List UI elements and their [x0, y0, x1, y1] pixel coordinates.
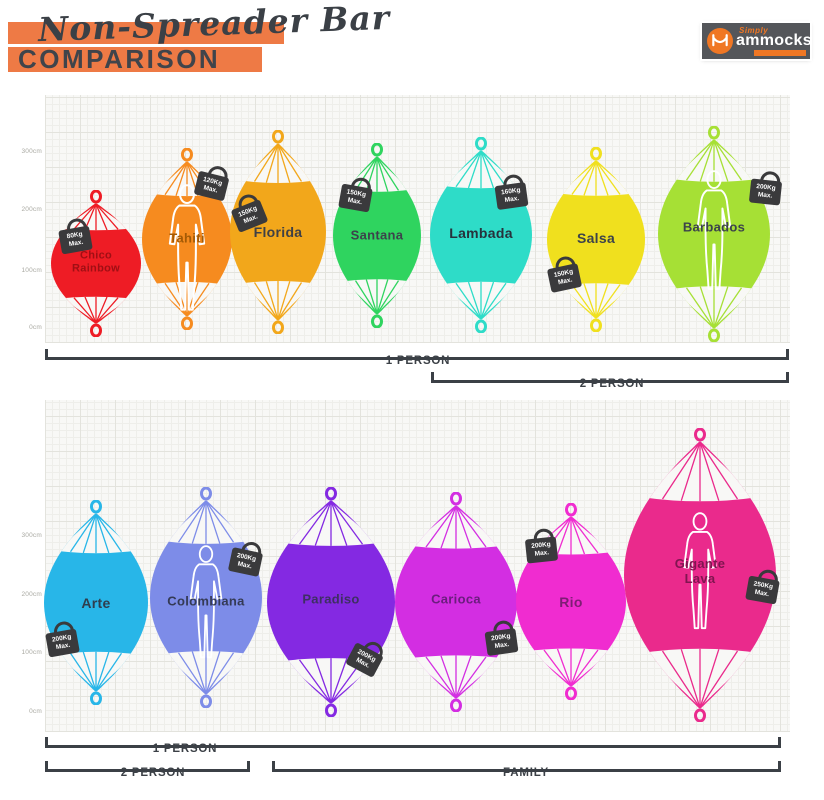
hammock-shape	[515, 502, 627, 701]
person-silhouette-icon	[159, 184, 214, 316]
hammock-rio: Rio	[515, 502, 627, 701]
hammock-barbados: Barbados	[657, 125, 771, 343]
weight-tag: 250Kg Max.	[745, 575, 780, 605]
weight-tag: 200Kg Max.	[748, 178, 783, 206]
title-accent-bar-bottom	[8, 47, 262, 72]
hammock-shape	[43, 499, 149, 706]
weight-tag-label: 200Kg Max.	[236, 552, 257, 571]
title-accent-bar-top	[8, 22, 284, 44]
weight-tag-label: 150Kg Max.	[553, 268, 574, 287]
axis-tick-label: 300cm	[21, 532, 42, 539]
axis-tick-label: 100cm	[21, 267, 42, 274]
axis-tick-label: 100cm	[21, 649, 42, 656]
person-silhouette-icon	[181, 545, 231, 663]
logo-word-top: Simply	[739, 26, 769, 35]
brand-logo: Simply ammocks	[702, 23, 812, 59]
axis-tick-label: 200cm	[21, 206, 42, 213]
weight-tag-label: 200Kg Max.	[490, 632, 512, 650]
group-bracket: FAMILY	[272, 761, 781, 779]
logo-word-main: ammocks	[736, 32, 812, 49]
axis-tick-label: 200cm	[21, 591, 42, 598]
weight-tag-label: 160Kg Max.	[500, 186, 522, 204]
person-silhouette-icon	[688, 170, 741, 295]
group-bracket: 2 PERSON	[45, 761, 250, 779]
group-bracket: 1 PERSON	[45, 737, 781, 755]
hammock-shape	[657, 125, 771, 343]
hammock-lambada: Lambada	[429, 136, 533, 334]
axis-tick-label: 0cm	[29, 324, 42, 331]
weight-tag-label: 200Kg Max.	[755, 183, 777, 200]
hammock-shape	[546, 146, 646, 333]
hammock-shape	[623, 427, 777, 723]
weight-tag-label: 250Kg Max.	[753, 580, 774, 599]
hammock-shape	[332, 142, 422, 329]
logo-tagline-stripe	[754, 50, 806, 56]
hammock-tahiti: Tahiti	[141, 147, 233, 331]
hammock-colombiana: Colombiana	[149, 486, 263, 709]
weight-tag-label: 80Kg Max.	[66, 230, 84, 249]
weight-tag-label: 200Kg Max.	[51, 633, 72, 652]
weight-tag: 150Kg Max.	[338, 183, 373, 213]
group-bracket-label: 1 PERSON	[376, 355, 460, 367]
weight-tag: 160Kg Max.	[494, 181, 529, 211]
hammock-salsa: Salsa	[546, 146, 646, 333]
page-title-script: Non-Spreader Bar	[37, 0, 391, 50]
hammock-shape	[141, 147, 233, 331]
group-bracket-label: 1 PERSON	[143, 743, 227, 755]
hammock-florida: Florida	[229, 129, 327, 335]
weight-tag-label: 120Kg Max.	[202, 176, 223, 195]
weight-tag-label: 150Kg Max.	[346, 188, 367, 207]
hammock-santana: Santana	[332, 142, 422, 329]
hammock-gigante-lava: Gigante Lava	[623, 427, 777, 723]
group-bracket: 1 PERSON	[45, 349, 789, 367]
page-title: COMPARISON	[18, 44, 221, 74]
hammock-shape	[50, 189, 142, 338]
hammock-shape	[394, 491, 518, 713]
hammock-logo-icon	[707, 28, 733, 54]
hammock-paradiso: Paradiso	[266, 486, 396, 718]
group-bracket-label: 2 PERSON	[570, 378, 654, 390]
weight-tag-label: 150Kg Max.	[237, 205, 259, 226]
weight-tag-label: 200Kg Max.	[354, 648, 377, 670]
hammock-shape	[429, 136, 533, 334]
hammock-carioca: Carioca	[394, 491, 518, 713]
group-bracket: 2 PERSON	[431, 372, 789, 390]
axis-tick-label: 300cm	[21, 148, 42, 155]
hammock-shape	[229, 129, 327, 335]
axis-tick-label: 0cm	[29, 708, 42, 715]
person-silhouette-icon	[674, 512, 725, 634]
weight-tag: 200Kg Max.	[524, 536, 559, 564]
hammock-chico-rainbow: Chico Rainbow	[50, 189, 142, 338]
group-bracket-label: FAMILY	[494, 767, 558, 779]
weight-tag-label: 200Kg Max.	[530, 541, 552, 558]
group-bracket-label: 2 PERSON	[111, 767, 195, 779]
hammock-shape	[266, 486, 396, 718]
weight-tag: 200Kg Max.	[484, 627, 519, 657]
hammock-arte: Arte	[43, 499, 149, 706]
